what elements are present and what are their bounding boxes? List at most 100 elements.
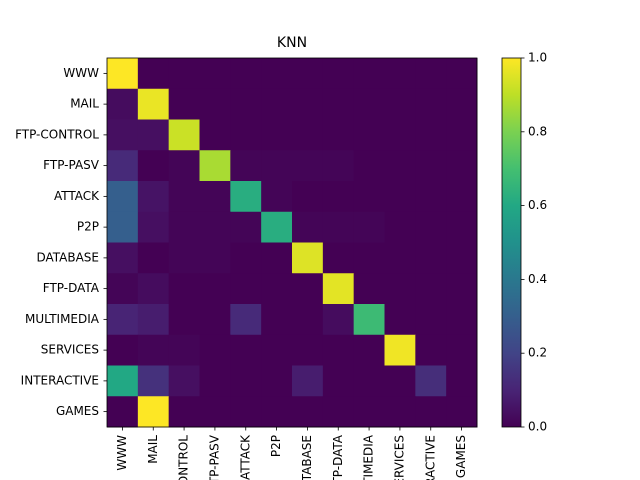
heatmap-cell — [137, 242, 170, 274]
y-tick-label: INTERACTIVE — [21, 373, 99, 387]
heatmap-cell — [415, 365, 447, 397]
heatmap-cell — [322, 181, 355, 213]
heatmap-cell — [107, 211, 139, 243]
heatmap-cell — [107, 365, 139, 397]
heatmap-cell — [292, 181, 324, 213]
heatmap-cell — [230, 396, 262, 428]
heatmap-cell — [322, 242, 355, 274]
heatmap-cell — [137, 181, 170, 213]
heatmap-cell — [446, 273, 478, 305]
heatmap-cell — [137, 211, 170, 243]
heatmap-cell — [261, 150, 293, 182]
y-tick-label: FTP-CONTROL — [15, 127, 99, 141]
heatmap-cell — [107, 304, 139, 336]
x-tick-label: MULTIMEDIA — [362, 434, 376, 480]
y-tick-label: DATABASE — [36, 250, 99, 264]
heatmap-cell — [384, 150, 416, 182]
heatmap-cell — [168, 304, 200, 336]
heatmap-cell — [168, 58, 200, 90]
heatmap-cell — [292, 150, 324, 182]
colorbar-tick-label: 0.6 — [528, 198, 547, 212]
heatmap-cell — [261, 304, 293, 336]
heatmap-cell — [168, 119, 200, 151]
heatmap-cell — [137, 150, 170, 182]
heatmap-cell — [230, 150, 262, 182]
y-tick-label: WWW — [63, 66, 99, 80]
heatmap-cell — [446, 181, 478, 213]
x-tick-label: FTP-CONTROL — [177, 435, 191, 480]
heatmap-cell — [446, 334, 478, 366]
heatmap-cell — [137, 119, 170, 151]
y-tick-label: SERVICES — [41, 343, 99, 357]
heatmap-cell — [415, 150, 447, 182]
heatmap-cell — [446, 88, 478, 120]
heatmap-cell — [415, 396, 447, 428]
heatmap-cell — [353, 304, 385, 336]
y-tick-label: P2P — [77, 220, 99, 234]
heatmap-cell — [107, 273, 139, 305]
heatmap-cell — [322, 150, 355, 182]
heatmap-cell — [199, 396, 231, 428]
x-tick-label: INTERACTIVE — [423, 435, 437, 480]
y-tick-label: FTP-DATA — [43, 281, 100, 295]
heatmap-cell — [199, 119, 231, 151]
heatmap-cell — [107, 242, 139, 274]
heatmap-cell — [446, 304, 478, 336]
heatmap-cell — [261, 365, 293, 397]
heatmap-cell — [137, 304, 170, 336]
y-tick-label: MAIL — [70, 97, 99, 111]
heatmap-cell — [230, 58, 262, 90]
y-tick-label: ATTACK — [54, 189, 100, 203]
heatmap-cell — [261, 211, 293, 243]
heatmap-cell — [199, 150, 231, 182]
heatmap-cell — [446, 150, 478, 182]
heatmap-cell — [446, 396, 478, 428]
heatmap-cell — [322, 304, 355, 336]
colorbar-tick-label: 0.2 — [528, 346, 547, 360]
x-tick-label: GAMES — [454, 435, 468, 478]
heatmap-cell — [168, 211, 200, 243]
heatmap-cell — [292, 58, 324, 90]
colorbar-tick-label: 0.0 — [528, 420, 547, 434]
heatmap-cell — [446, 119, 478, 151]
heatmap-cell — [168, 88, 200, 120]
heatmap-cell — [384, 273, 416, 305]
heatmap-cell — [168, 150, 200, 182]
heatmap-cell — [384, 242, 416, 274]
heatmap-cell — [322, 365, 355, 397]
heatmap-cell — [199, 273, 231, 305]
heatmap-cell — [261, 334, 293, 366]
heatmap-cell — [168, 181, 200, 213]
heatmap-cell — [353, 119, 385, 151]
heatmap-cell — [168, 273, 200, 305]
heatmap-cell — [353, 211, 385, 243]
heatmap-cell — [446, 365, 478, 397]
heatmap-cell — [137, 334, 170, 366]
heatmap-cell — [353, 273, 385, 305]
heatmap-cell — [353, 396, 385, 428]
x-tick-label: P2P — [269, 435, 283, 457]
heatmap-cell — [199, 304, 231, 336]
heatmap-cell — [292, 304, 324, 336]
heatmap-cell — [107, 119, 139, 151]
chart-title: KNN — [277, 35, 307, 51]
heatmap-cell — [384, 119, 416, 151]
heatmap-cell — [230, 273, 262, 305]
heatmap-cell — [292, 119, 324, 151]
heatmap-cell — [230, 304, 262, 336]
heatmap-cell — [261, 88, 293, 120]
heatmap-cell — [107, 88, 139, 120]
heatmap-cell — [199, 334, 231, 366]
x-tick-label: FTP-PASV — [207, 434, 221, 480]
heatmap-cell — [261, 119, 293, 151]
heatmap-cell — [230, 242, 262, 274]
heatmap-cell — [292, 334, 324, 366]
heatmap-cell — [322, 211, 355, 243]
heatmap-cell — [137, 58, 170, 90]
heatmap-cell — [199, 242, 231, 274]
heatmap-cell — [353, 150, 385, 182]
colorbar-tick-label: 0.8 — [528, 124, 547, 138]
x-tick-label: SERVICES — [392, 435, 406, 480]
heatmap-cell — [384, 334, 416, 366]
